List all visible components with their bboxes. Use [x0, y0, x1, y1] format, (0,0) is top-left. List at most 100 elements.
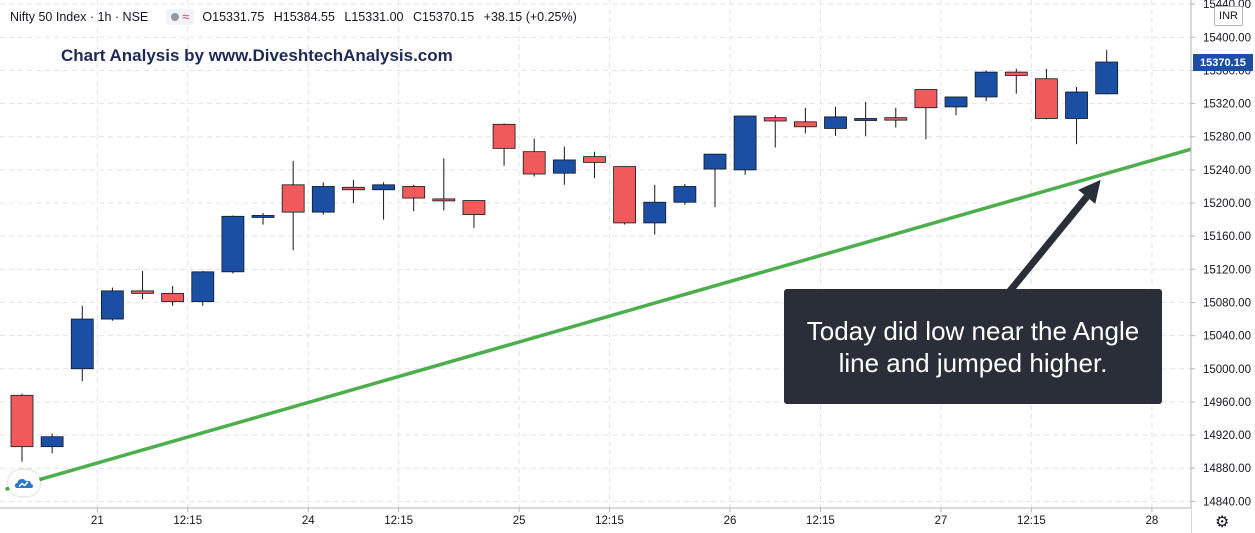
bullish-candle: [221, 215, 245, 274]
price-axis-background: [1191, 0, 1255, 533]
candle-body: [613, 166, 636, 224]
bullish-candle: [372, 182, 395, 220]
bullish-candle: [40, 433, 64, 454]
annotation-callout: Today did low near the Angle line and ju…: [784, 289, 1162, 404]
last-price-tag: 15370.15: [1193, 54, 1253, 71]
candle-body: [432, 198, 456, 202]
time-axis-background: [0, 508, 1191, 533]
grid-lines: [0, 0, 1191, 508]
bullish-candle: [974, 70, 998, 102]
price-tick-label: 14960.00: [1203, 397, 1251, 409]
time-tick-label: 27: [935, 515, 948, 527]
candle-body: [673, 186, 697, 203]
bearish-candle: [462, 200, 486, 228]
time-tick-label: 28: [1145, 515, 1158, 527]
candle-body: [1095, 61, 1119, 95]
annotation-arrow-shaft: [1004, 194, 1090, 297]
bullish-candle: [944, 96, 968, 116]
candle-body: [643, 201, 667, 224]
candle-body: [161, 292, 185, 303]
candle-body: [131, 290, 154, 294]
bullish-candle: [824, 106, 847, 136]
time-tick-label: 26: [724, 515, 737, 527]
time-tick-label: 12:15: [384, 515, 413, 527]
candle-body: [281, 184, 305, 213]
price-tick-label: 15320.00: [1203, 99, 1251, 111]
candle-body: [703, 153, 727, 170]
bearish-candle: [161, 285, 185, 306]
candle-body: [221, 215, 245, 273]
candle-body: [824, 116, 847, 129]
price-tick-label: 15080.00: [1203, 297, 1251, 309]
time-tick-label: 12:15: [806, 515, 835, 527]
price-tick-label: 15240.00: [1203, 165, 1251, 177]
high-value: H15384.55: [273, 10, 335, 24]
currency-label[interactable]: INR: [1214, 6, 1243, 26]
candle-body: [40, 436, 64, 448]
candle-body: [311, 186, 335, 213]
bearish-candle: [10, 393, 34, 462]
price-tick-label: 15400.00: [1203, 32, 1251, 44]
arrow-layer: [1004, 179, 1101, 297]
bearish-candle: [1035, 68, 1058, 120]
candle-body: [793, 121, 817, 128]
bullish-candle: [552, 146, 576, 185]
annotation-arrow-head: [1078, 179, 1101, 204]
bullish-candle: [643, 184, 667, 235]
bullish-candle: [191, 270, 215, 306]
candle-body: [763, 117, 787, 122]
gear-icon[interactable]: ⚙: [1215, 514, 1230, 531]
bearish-candle: [402, 184, 426, 212]
candle-body: [884, 117, 908, 121]
candle-body: [914, 89, 938, 109]
candle-body: [944, 96, 968, 108]
price-tick-label: 14880.00: [1203, 463, 1251, 475]
candle-body: [462, 200, 486, 216]
price-tick-label: 15440.00: [1203, 0, 1251, 11]
ohlc-values: O15331.75 H15384.55 L15331.00 C15370.15 …: [202, 10, 582, 24]
bearish-candle: [522, 138, 546, 177]
candle-body: [251, 215, 275, 218]
bearish-candle: [793, 107, 817, 134]
low-value: L15331.00: [344, 10, 404, 24]
candle-body: [854, 118, 878, 121]
bullish-candle: [703, 153, 727, 208]
bearish-candle: [884, 107, 908, 128]
bullish-candle: [673, 183, 697, 205]
bearish-candle: [342, 179, 365, 204]
time-tick-label: 21: [91, 515, 104, 527]
wave-icon: ≈: [182, 9, 190, 24]
price-tick-label: 15200.00: [1203, 198, 1251, 210]
candle-body: [70, 318, 94, 370]
bearish-candle: [583, 151, 606, 179]
time-tick-label: 25: [513, 515, 526, 527]
bearish-candle: [281, 160, 305, 251]
time-axis[interactable]: 21 12:15 24 12:15 25 12:15 26 12:15 27 12:15 28: [91, 508, 1158, 527]
candle-body: [552, 159, 576, 174]
bullish-candle: [1095, 50, 1119, 95]
trendline-layer: [5, 147, 1193, 491]
time-tick-label: 12:15: [173, 515, 202, 527]
tradingview-logo-icon[interactable]: [8, 470, 40, 496]
logo-cloud-icon: [15, 479, 33, 488]
bearish-candle: [1004, 68, 1028, 94]
bearish-candle: [914, 89, 938, 140]
bullish-candle: [100, 287, 124, 321]
bullish-candle: [251, 212, 275, 225]
bearish-candle: [492, 123, 516, 166]
time-tick-label: 12:15: [1017, 515, 1046, 527]
candle-body: [522, 151, 546, 175]
candle-body: [733, 115, 757, 171]
price-axis[interactable]: 14840.00 14880.00 14920.00 14960.00 15000.00…: [1191, 0, 1251, 508]
candle-body: [1035, 78, 1058, 119]
time-tick-label: 24: [302, 515, 315, 527]
symbol-label[interactable]: Nifty 50 Index · 1h · NSE: [10, 10, 149, 24]
bullish-candle: [311, 182, 335, 215]
candle-body: [1065, 91, 1088, 119]
legend-toggle-badge[interactable]: ≈: [166, 9, 195, 25]
candle-body: [372, 184, 395, 191]
candle-body: [492, 123, 516, 149]
visibility-dot-icon: [171, 13, 180, 21]
price-tick-label: 15040.00: [1203, 331, 1251, 343]
